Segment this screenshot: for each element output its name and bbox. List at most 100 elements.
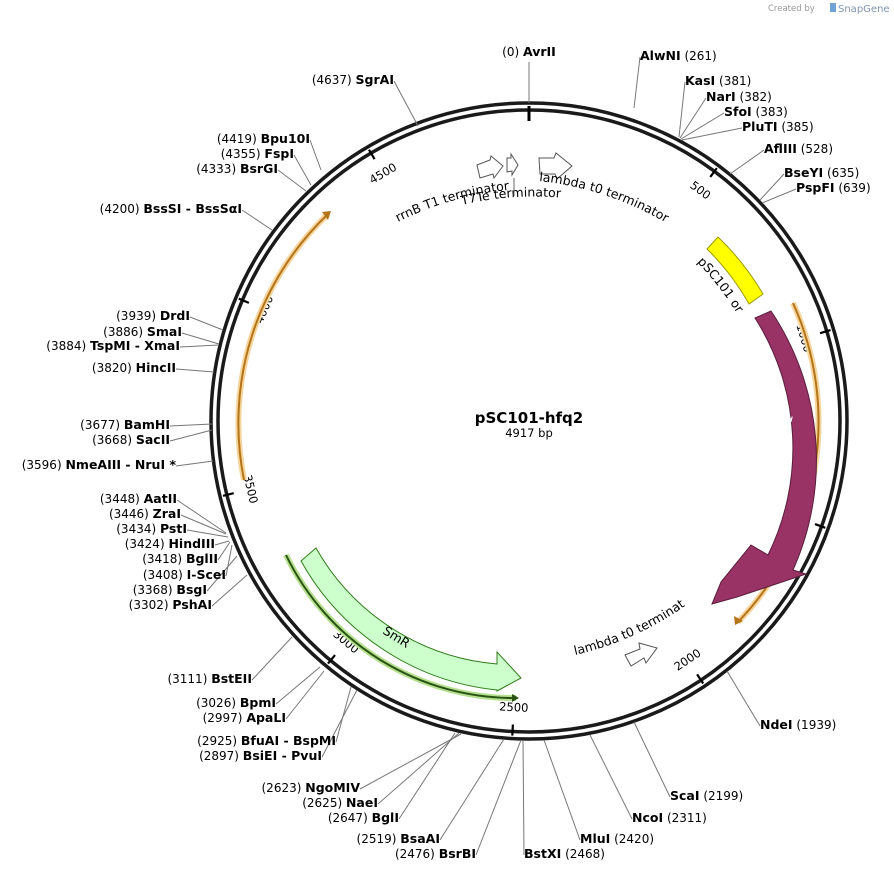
- site-25: (3368) BsgI: [133, 555, 238, 597]
- rep101-feature: [711, 310, 817, 605]
- site-name: FspI: [264, 146, 294, 161]
- site-leader-line: [589, 734, 633, 820]
- site-position: (2925): [197, 734, 237, 748]
- site-15: (2519) BsaAI: [357, 738, 505, 846]
- plasmid-name: pSC101-hfq2: [475, 409, 583, 427]
- site-name: ZraI: [153, 506, 181, 521]
- site-13: BstXI (2468): [522, 739, 605, 861]
- site-position: (2476): [395, 847, 435, 861]
- site-leader-line: [681, 127, 743, 141]
- site-position: (3668): [92, 433, 132, 447]
- site-position: (3446): [109, 507, 149, 521]
- site-39: (4200) BssSI - BssSαI: [100, 201, 273, 231]
- site-name: BsaAI: [400, 831, 440, 846]
- site-position: (385): [781, 120, 813, 134]
- smr-feature: [300, 547, 522, 692]
- site-name: AatII: [144, 491, 177, 506]
- site-position: (635): [827, 166, 859, 180]
- site-label: (3111) BstEII: [167, 671, 252, 686]
- site-leader-line: [678, 81, 686, 138]
- site-position: (3424): [125, 537, 165, 551]
- site-30: (3446) ZraI: [109, 506, 227, 535]
- site-name: BfuAI - BspMI: [241, 733, 336, 748]
- site-36: (3884) TspMI - XmaI: [46, 338, 220, 353]
- site-31: (3448) AatII: [100, 491, 227, 534]
- site-leader-line: [633, 721, 671, 798]
- site-leader-line: [726, 670, 761, 727]
- site-leader-line: [633, 56, 641, 109]
- snapgene-logo-icon: [830, 3, 836, 12]
- site-leader-line: [175, 460, 214, 467]
- site-6: AflIII (528): [729, 141, 833, 175]
- tick-mark-1500: [814, 523, 826, 529]
- site-leader-line: [251, 636, 293, 681]
- site-17: (2625) NaeI: [302, 732, 460, 810]
- site-position: (3418): [142, 552, 182, 566]
- psc101-ori-feature: [706, 236, 764, 305]
- site-name: ApaLI: [246, 710, 286, 725]
- site-label: (3434) PstI: [116, 521, 187, 536]
- site-label: (3677) BamHI: [80, 417, 170, 432]
- site-name: PluTI: [742, 119, 778, 134]
- rrnb-t1-terminator-arrow: [476, 155, 504, 180]
- site-name: NgoMIV: [305, 780, 360, 795]
- site-name: AflIII: [764, 141, 797, 156]
- site-19: (2897) BsiEI - PvuI: [199, 689, 358, 763]
- site-label: BstXI (2468): [524, 846, 605, 861]
- site-8: PspFI (639): [761, 180, 871, 204]
- site-label: (0) AvrII: [502, 44, 556, 59]
- tick-label-2000: 2000: [671, 646, 703, 674]
- site-21: (2997) ApaLI: [203, 670, 325, 725]
- site-label: (2476) BsrBI: [395, 846, 476, 861]
- site-name: Bpu10I: [261, 131, 310, 146]
- site-label: (2519) BsaAI: [357, 831, 440, 846]
- orf-arrow-left: [237, 213, 329, 481]
- site-leader-line: [211, 574, 248, 607]
- site-1: AlwNI (261): [633, 48, 717, 109]
- site-position: (4333): [196, 162, 236, 176]
- site-position: (2199): [703, 789, 743, 803]
- site-29: (3434) PstI: [116, 521, 229, 538]
- site-leader-line: [179, 344, 220, 348]
- site-name: BstXI: [524, 846, 561, 861]
- site-name: TspMI - XmaI: [90, 338, 180, 353]
- site-position: (3886): [103, 325, 143, 339]
- site-label: (3418) BglII: [142, 551, 218, 566]
- site-4: SfoI (383): [680, 104, 788, 140]
- tick-mark-4000: [238, 297, 250, 304]
- site-33: (3668) SacII: [92, 429, 213, 447]
- site-label: PluTI (385): [742, 119, 814, 134]
- site-label: (4419) Bpu10I: [217, 131, 310, 146]
- orf-arrow-right-head: [734, 616, 743, 625]
- tick-mark-3000: [327, 654, 336, 665]
- site-name: I-SceI: [187, 567, 226, 582]
- site-name: HincII: [136, 360, 176, 375]
- site-name: ScaI: [670, 788, 700, 803]
- site-26: (3408) I-SceI: [143, 544, 233, 582]
- site-leader-line: [475, 739, 522, 856]
- site-position: (3408): [143, 568, 183, 582]
- site-leader-line: [439, 738, 505, 841]
- site-12: MluI (2420): [543, 739, 654, 846]
- tick-mark-4500: [368, 149, 376, 160]
- site-leader-line: [180, 514, 227, 535]
- site-label: (4333) BsrGI: [196, 161, 278, 176]
- site-name: BseYI: [784, 165, 823, 180]
- site-label: (3596) NmeAIII - NruI *: [22, 457, 177, 472]
- site-34: (3677) BamHI: [80, 417, 213, 432]
- site-label: (3446) ZraI: [109, 506, 181, 521]
- site-position: (2468): [565, 847, 605, 861]
- site-leader-line: [285, 670, 325, 720]
- site-position: (2519): [357, 832, 397, 846]
- site-leader-line: [679, 97, 707, 139]
- site-position: (3026): [196, 696, 236, 710]
- site-label: (2897) BsiEI - PvuI: [199, 748, 322, 763]
- site-37: (3886) SmaI: [103, 324, 220, 345]
- site-name: NdeI: [760, 717, 793, 732]
- site-position: (3368): [133, 583, 173, 597]
- site-name: DrdI: [160, 308, 190, 323]
- site-32: (3596) NmeAIII - NruI *: [22, 457, 214, 472]
- site-41: (4355) FspI: [221, 146, 312, 186]
- site-leader-line: [175, 368, 215, 373]
